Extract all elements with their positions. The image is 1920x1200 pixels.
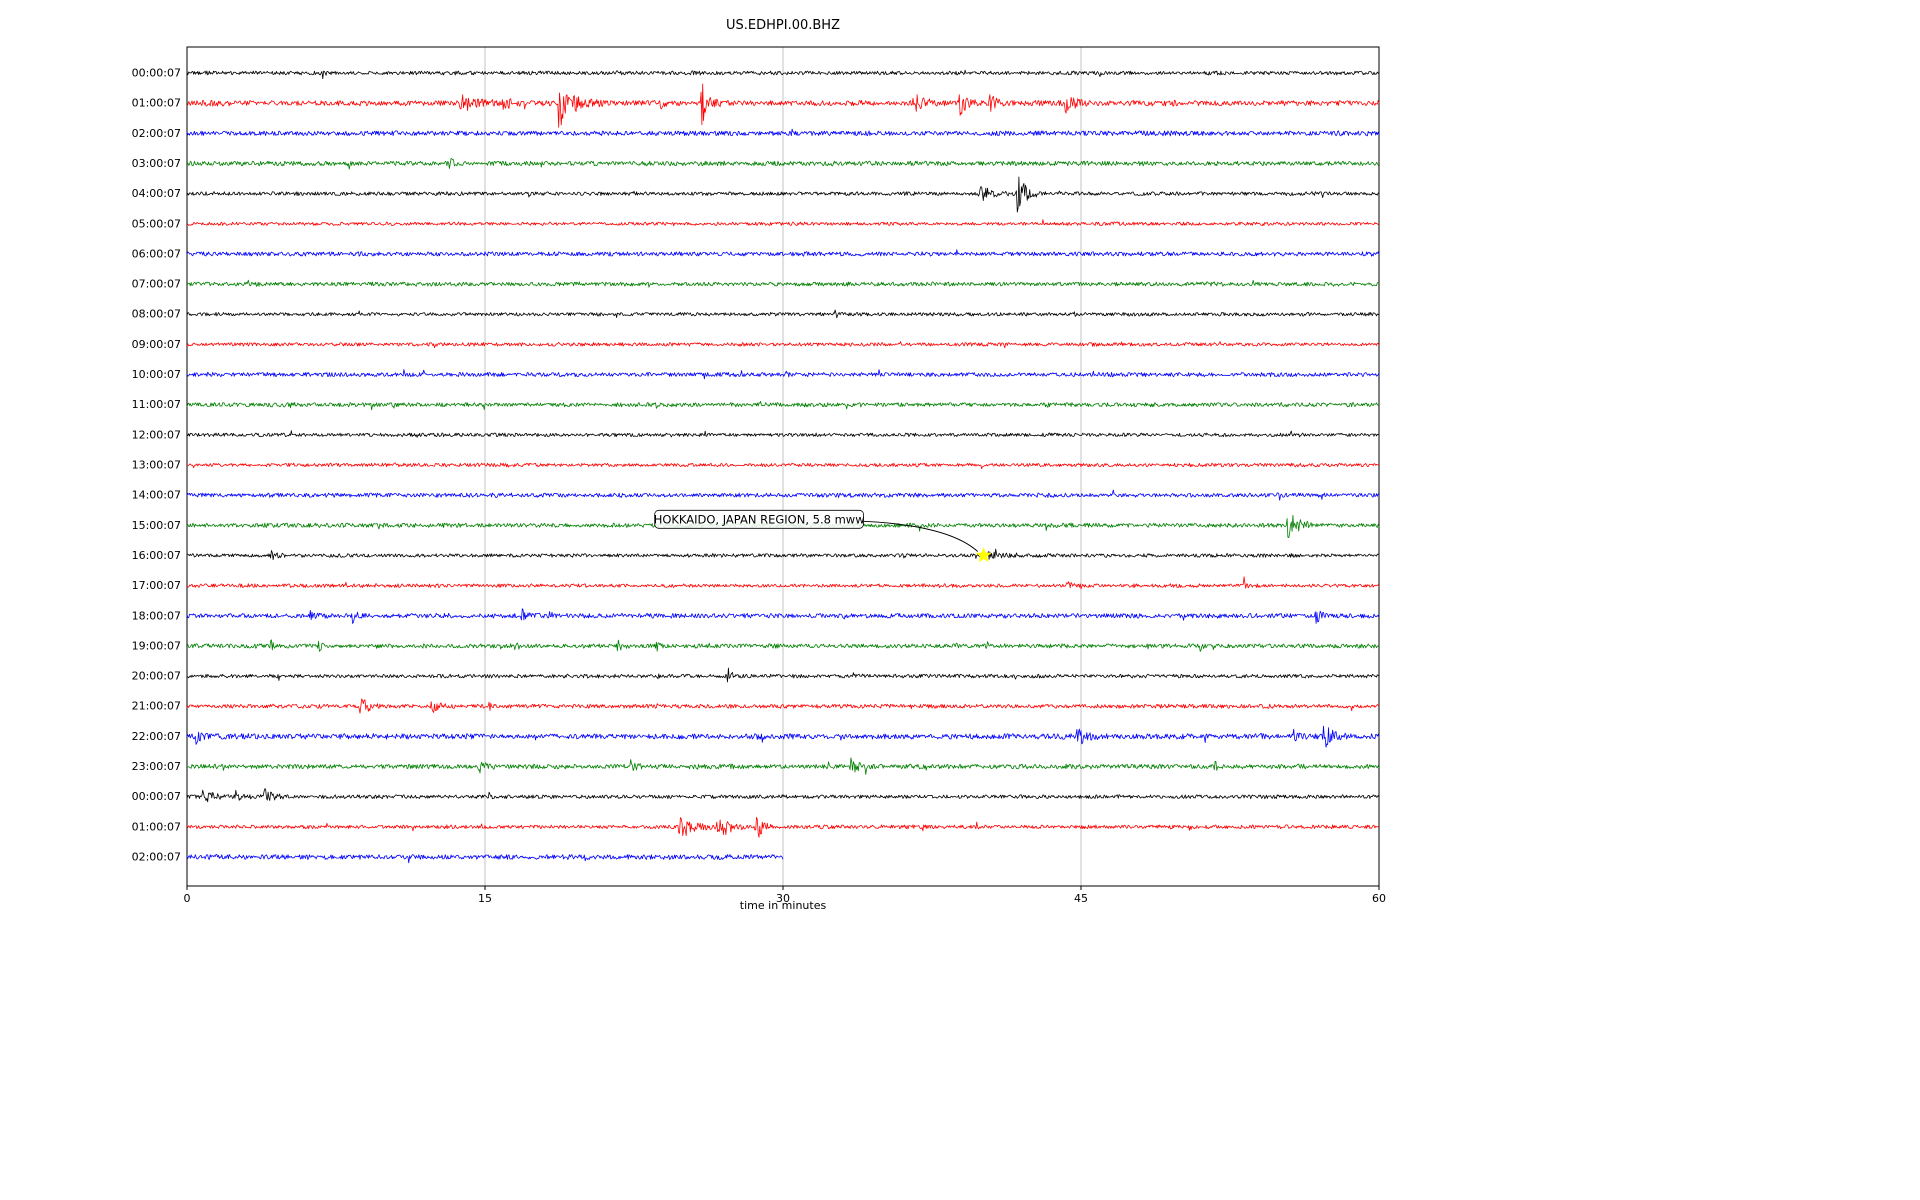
trace-row-7 [186,279,1380,288]
event-star-icon [975,547,992,563]
row-label: 07:00:07 [132,278,181,291]
x-tick-label: 45 [1074,892,1088,905]
row-label: 23:00:07 [132,760,181,773]
annotation-box [654,509,864,529]
annotation-connector [863,520,979,552]
trace-row-23 [186,757,1380,775]
trace-row-25 [186,817,1380,838]
row-label: 05:00:07 [132,217,181,230]
trace-row-26 [186,854,784,864]
row-label: 18:00:07 [132,609,181,622]
row-label: 20:00:07 [132,670,181,683]
row-label: 03:00:07 [132,157,181,170]
trace-row-1 [187,83,1380,128]
trace-row-6 [186,249,1380,257]
trace-row-0 [186,69,1380,80]
x-tick-label: 30 [776,892,790,905]
row-label: 00:00:07 [132,67,181,80]
trace-row-18 [186,608,1380,624]
x-tick-label: 60 [1372,892,1386,905]
trace-row-17 [186,576,1380,590]
row-label: 10:00:07 [132,368,181,381]
row-label: 15:00:07 [132,519,181,532]
row-label: 16:00:07 [132,549,181,562]
row-label: 01:00:07 [132,97,181,110]
trace-row-13 [186,462,1380,470]
trace-row-3 [186,158,1380,170]
trace-row-5 [186,219,1380,227]
trace-row-9 [186,341,1380,349]
row-label: 08:00:07 [132,308,181,321]
row-label: 01:00:07 [132,820,181,833]
x-tick-label: 0 [184,892,191,905]
trace-row-21 [186,698,1380,714]
x-axis-label: time in minutes [739,899,827,912]
trace-row-4 [186,176,1379,213]
row-label: 11:00:07 [132,398,181,411]
x-tick-label: 15 [478,892,492,905]
trace-row-2 [186,128,1380,137]
trace-row-14 [186,489,1380,501]
trace-row-20 [187,667,1380,683]
annotation-text: HOKKAIDO, JAPAN REGION, 5.8 mww [654,512,865,526]
row-label: 21:00:07 [132,700,181,713]
trace-row-8 [186,309,1380,319]
row-label: 02:00:07 [132,127,181,140]
row-label: 13:00:07 [132,459,181,472]
row-label: 12:00:07 [132,428,181,441]
trace-row-24 [186,788,1380,803]
trace-row-22 [186,725,1380,748]
row-label: 17:00:07 [132,579,181,592]
row-label: 00:00:07 [132,790,181,803]
row-label: 04:00:07 [132,187,181,200]
trace-row-11 [186,401,1380,411]
row-label: 19:00:07 [132,639,181,652]
trace-row-10 [186,369,1380,380]
trace-row-19 [186,639,1380,652]
row-label: 09:00:07 [132,338,181,351]
row-label: 14:00:07 [132,489,181,502]
chart-title: US.EDHPI.00.BHZ [726,18,840,33]
row-label: 22:00:07 [132,730,181,743]
row-label: 06:00:07 [132,247,181,260]
row-label: 02:00:07 [132,851,181,864]
trace-row-16 [186,548,1380,561]
trace-row-12 [186,430,1380,438]
